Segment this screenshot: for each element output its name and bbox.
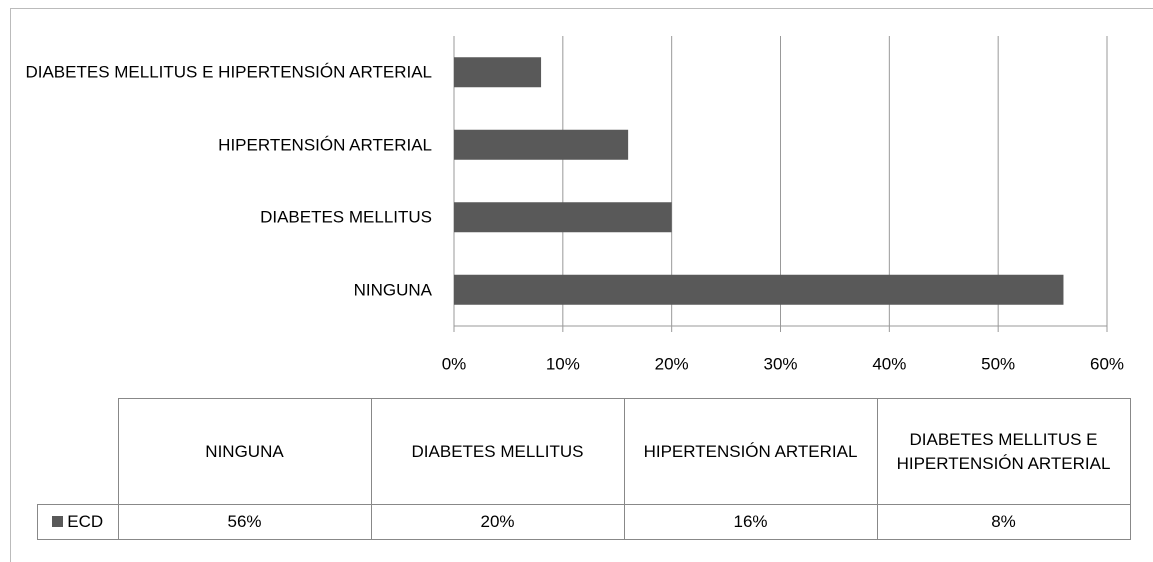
- empty-cell: [37, 398, 118, 505]
- category-label: DIABETES MELLITUS E HIPERTENSIÓN ARTERIA…: [0, 59, 432, 86]
- x-tick-label: 50%: [981, 354, 1015, 373]
- bar: [454, 129, 629, 160]
- table-header: DIABETES MELLITUS: [370, 398, 625, 505]
- chart-frame: [10, 8, 1153, 562]
- x-tick-label: 0%: [442, 354, 467, 373]
- table-value: 56%: [117, 504, 372, 540]
- data-row: ECD 56% 20% 16% 8%: [37, 504, 1131, 540]
- table-value: 20%: [370, 504, 625, 540]
- category-text: DIABETES MELLITUS E HIPERTENSIÓN ARTERIA…: [25, 62, 432, 82]
- table-header: DIABETES MELLITUS E HIPERTENSIÓN ARTERIA…: [876, 398, 1131, 505]
- x-tick-label: 30%: [763, 354, 797, 373]
- x-tick-label: 60%: [1090, 354, 1124, 373]
- x-tick-label: 40%: [872, 354, 906, 373]
- legend-label: ECD: [67, 512, 104, 531]
- category-text: HIPERTENSIÓN ARTERIAL: [218, 135, 432, 155]
- category-text: NINGUNA: [353, 280, 432, 300]
- header-row: NINGUNA DIABETES MELLITUS HIPERTENSIÓN ART…: [37, 398, 1131, 505]
- data-table: NINGUNA DIABETES MELLITUS HIPERTENSIÓN ART…: [37, 398, 1131, 540]
- category-label: DIABETES MELLITUS: [0, 204, 432, 231]
- table-header: HIPERTENSIÓN ARTERIAL: [623, 398, 878, 505]
- chart: 0% 10% 20% 30% 40% 50% 60%: [442, 36, 1124, 373]
- legend-cell: ECD: [37, 504, 119, 540]
- bar: [454, 57, 542, 88]
- table-header: NINGUNA: [117, 398, 372, 505]
- category-label: NINGUNA: [0, 276, 432, 303]
- category-label: HIPERTENSIÓN ARTERIAL: [0, 131, 432, 158]
- bar: [454, 202, 672, 233]
- table-value: 16%: [623, 504, 878, 540]
- x-tick-label: 10%: [546, 354, 580, 373]
- table-value: 8%: [876, 504, 1131, 540]
- x-tick-label: 20%: [655, 354, 689, 373]
- bar: [454, 274, 1064, 305]
- category-text: DIABETES MELLITUS: [260, 207, 432, 227]
- legend-key: [52, 516, 64, 527]
